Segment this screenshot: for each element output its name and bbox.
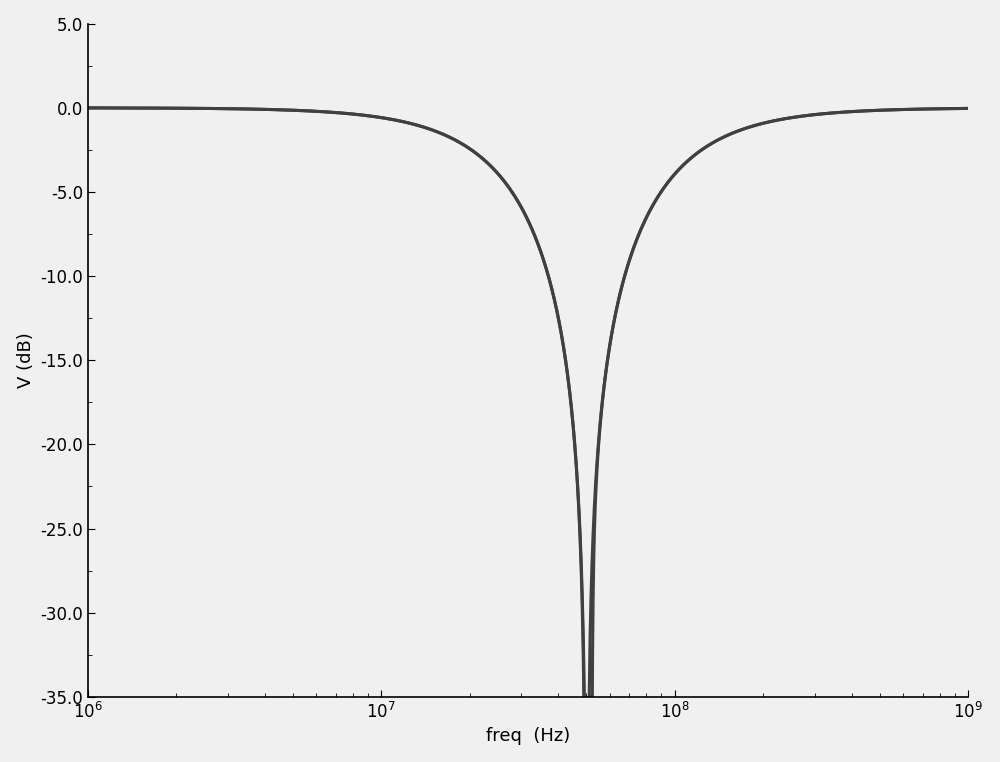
Y-axis label: V (dB): V (dB) — [17, 332, 35, 388]
X-axis label: freq  (Hz): freq (Hz) — [486, 728, 570, 745]
